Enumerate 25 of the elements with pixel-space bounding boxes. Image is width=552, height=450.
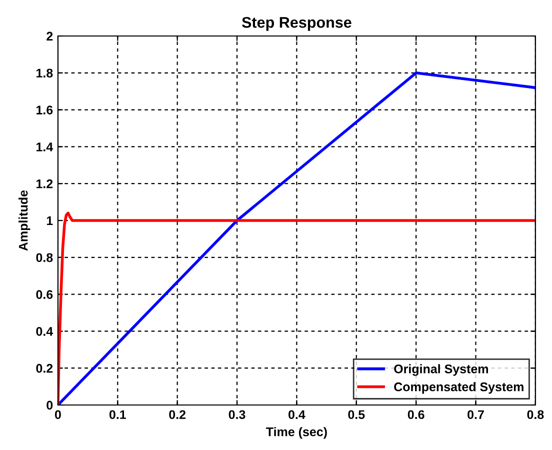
legend-label: Original System [394,364,488,376]
y-tick-label: 0 [46,400,53,410]
x-axis-title: Time (sec) [266,427,327,439]
x-tick-label: 0.1 [109,410,126,420]
x-tick-label: 0.5 [348,410,365,420]
y-tick-label: 0.8 [36,253,53,262]
y-tick-label: 1.4 [36,142,54,152]
x-tick-label: 0.3 [228,410,246,420]
y-tick-label: 1.8 [36,68,53,78]
y-tick-label: 0.6 [36,290,53,299]
x-tick-label: 0.2 [169,410,186,420]
x-tick-label: 0 [54,410,61,420]
x-tick-label: 0.7 [468,410,484,420]
y-axis-title: Amplitude [18,190,30,251]
y-tick-label: 2 [46,32,53,41]
y-tick-label: 1.2 [36,179,53,188]
chart-title: Step Response [242,17,352,31]
y-tick-label: 1.6 [36,106,53,114]
x-tick-label: 0.6 [408,410,424,420]
x-tick-label: 0.4 [288,410,306,420]
y-tick-label: 0.4 [36,327,54,336]
y-tick-label: 0.2 [36,364,53,373]
y-tick-label: 1 [46,216,53,226]
x-tick-label: 0.8 [527,410,544,420]
legend-label: Compensated System [394,382,524,394]
